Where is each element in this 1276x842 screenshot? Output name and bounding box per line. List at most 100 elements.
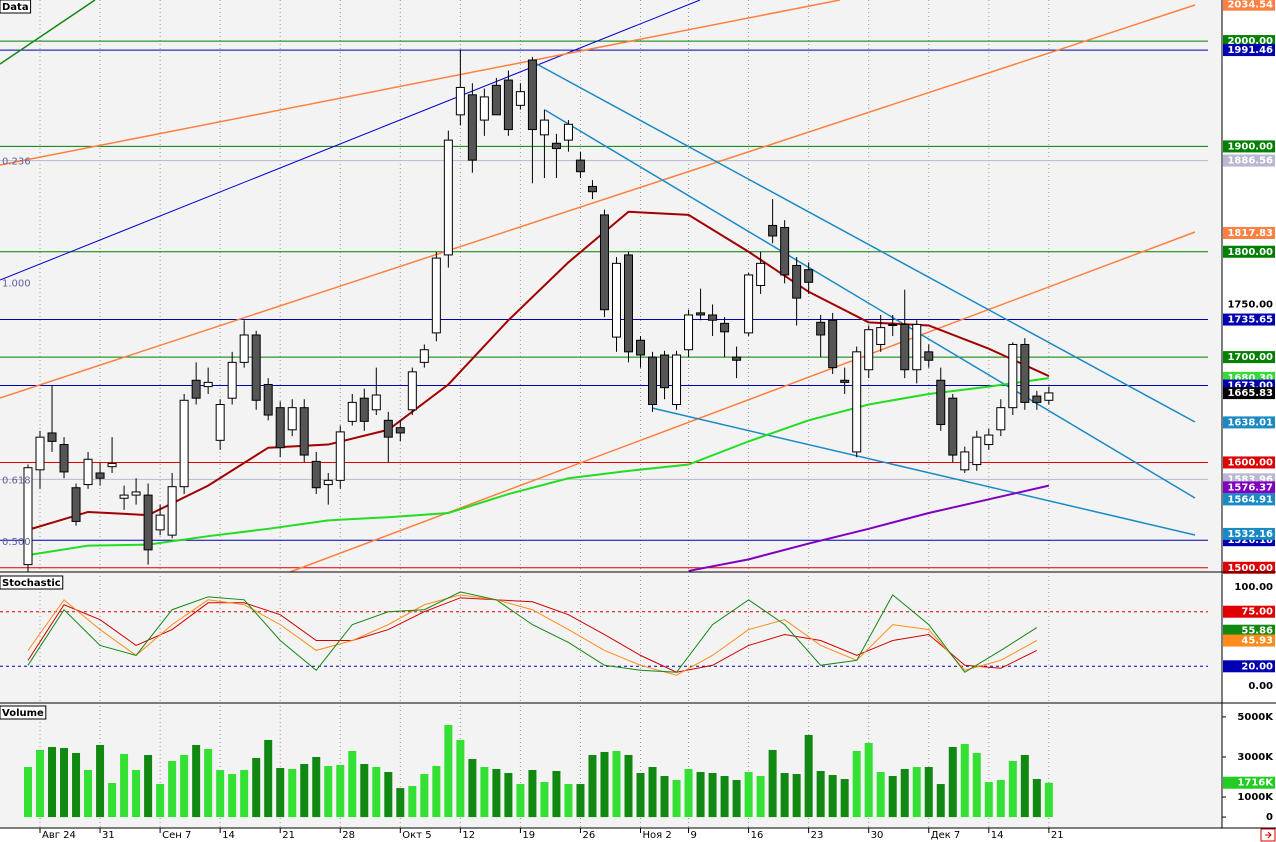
candle-body <box>804 269 814 283</box>
level-label: 1564.91 <box>1227 494 1273 505</box>
candle-body <box>359 397 369 422</box>
volume-bar <box>456 739 465 818</box>
volume-bar <box>648 767 657 818</box>
candle-body <box>227 361 237 399</box>
candle-body <box>479 96 489 121</box>
candle-body <box>864 329 874 371</box>
candle-body <box>239 334 249 363</box>
panel-title-box <box>0 0 32 14</box>
volume-bar <box>384 772 393 818</box>
candle-body <box>539 119 549 136</box>
candle-body <box>95 472 105 479</box>
plot-background <box>0 0 1222 828</box>
moving-average <box>27 377 1049 557</box>
volume-bar <box>624 754 633 818</box>
volume-bar <box>108 783 117 818</box>
volume-bar <box>156 784 165 818</box>
candle-body <box>515 91 525 106</box>
candle-body <box>563 123 573 141</box>
volume-bar <box>720 776 729 818</box>
volume-bar <box>984 782 993 818</box>
series-line <box>27 597 1038 673</box>
volume-bar <box>660 776 669 818</box>
candle-body <box>924 351 934 361</box>
volume-bar <box>288 769 297 818</box>
candle-body <box>47 432 57 442</box>
candle-body <box>648 356 658 406</box>
candle-body <box>684 314 694 351</box>
level-label: 1735.65 <box>1227 315 1273 326</box>
panel-title: Volume <box>2 708 44 719</box>
candle-body <box>732 356 742 361</box>
x-tick-label: 12 <box>462 830 475 841</box>
volume-bar <box>144 754 153 818</box>
volume-bar <box>552 771 561 818</box>
candle-body <box>395 427 405 434</box>
trendline <box>0 0 701 281</box>
level-label-box <box>1223 387 1275 400</box>
level-label: 75.00 <box>1241 607 1273 618</box>
candle-body <box>912 323 922 371</box>
candle-body <box>107 462 117 468</box>
candle-body <box>1020 343 1030 403</box>
level-label: 1526.18 <box>1227 535 1273 546</box>
volume-bar <box>180 754 189 818</box>
level-label-box <box>1223 624 1275 637</box>
candle-body <box>503 79 513 131</box>
candle-body <box>768 224 778 237</box>
candle-body <box>71 487 81 522</box>
volume-bar <box>696 772 705 818</box>
candle-body <box>407 371 417 411</box>
panel-title: Data <box>2 2 29 13</box>
candle-body <box>1032 395 1042 403</box>
candle-body <box>215 404 225 441</box>
candle-body <box>636 339 646 356</box>
volume-bar <box>492 769 501 818</box>
candle-body <box>179 399 189 488</box>
volume-bar <box>864 742 873 818</box>
candle-body <box>167 486 177 536</box>
volume-bar <box>36 749 45 818</box>
volume-bar <box>936 784 945 818</box>
volume-bar <box>912 767 921 818</box>
candle-body <box>335 431 345 481</box>
volume-bar <box>852 750 861 818</box>
candle-body <box>840 379 850 383</box>
level-label-box <box>1223 493 1275 506</box>
level-label: 45.93 <box>1241 636 1273 647</box>
volume-bar <box>708 773 717 818</box>
level-label: 1680.30 <box>1227 373 1273 384</box>
y-tick-label: 0 <box>1266 812 1273 823</box>
volume-bar <box>84 770 93 818</box>
candle-body <box>263 383 273 416</box>
level-label: 1600.00 <box>1227 457 1273 468</box>
volume-bar <box>420 774 429 818</box>
candle-body <box>311 460 321 489</box>
panel-title-box <box>0 575 64 590</box>
volume-bar <box>816 771 825 818</box>
level-label: 1638.01 <box>1227 417 1273 428</box>
candle-body <box>83 458 93 486</box>
level-label: 55.86 <box>1241 626 1273 637</box>
candle-body <box>251 334 261 401</box>
candle-body <box>191 379 201 399</box>
candle-body <box>23 467 33 566</box>
volume-bar <box>60 747 69 818</box>
volume-bar <box>528 770 537 818</box>
volume-bar <box>780 773 789 818</box>
x-tick-label: 21 <box>282 830 295 841</box>
level-label: 1673.00 <box>1227 381 1273 392</box>
level-label-box <box>1223 481 1275 494</box>
volume-bar <box>756 776 765 818</box>
level-label-box <box>1223 140 1275 153</box>
trendline <box>544 109 1196 499</box>
volume-bar <box>1044 782 1053 818</box>
level-label: 1700.00 <box>1227 352 1273 363</box>
level-label: 100.00 <box>1234 582 1273 593</box>
volume-bar <box>516 784 525 818</box>
candle-body <box>59 444 69 473</box>
volume-bar <box>612 750 621 818</box>
volume-bar <box>444 724 453 818</box>
volume-bar <box>132 770 141 818</box>
